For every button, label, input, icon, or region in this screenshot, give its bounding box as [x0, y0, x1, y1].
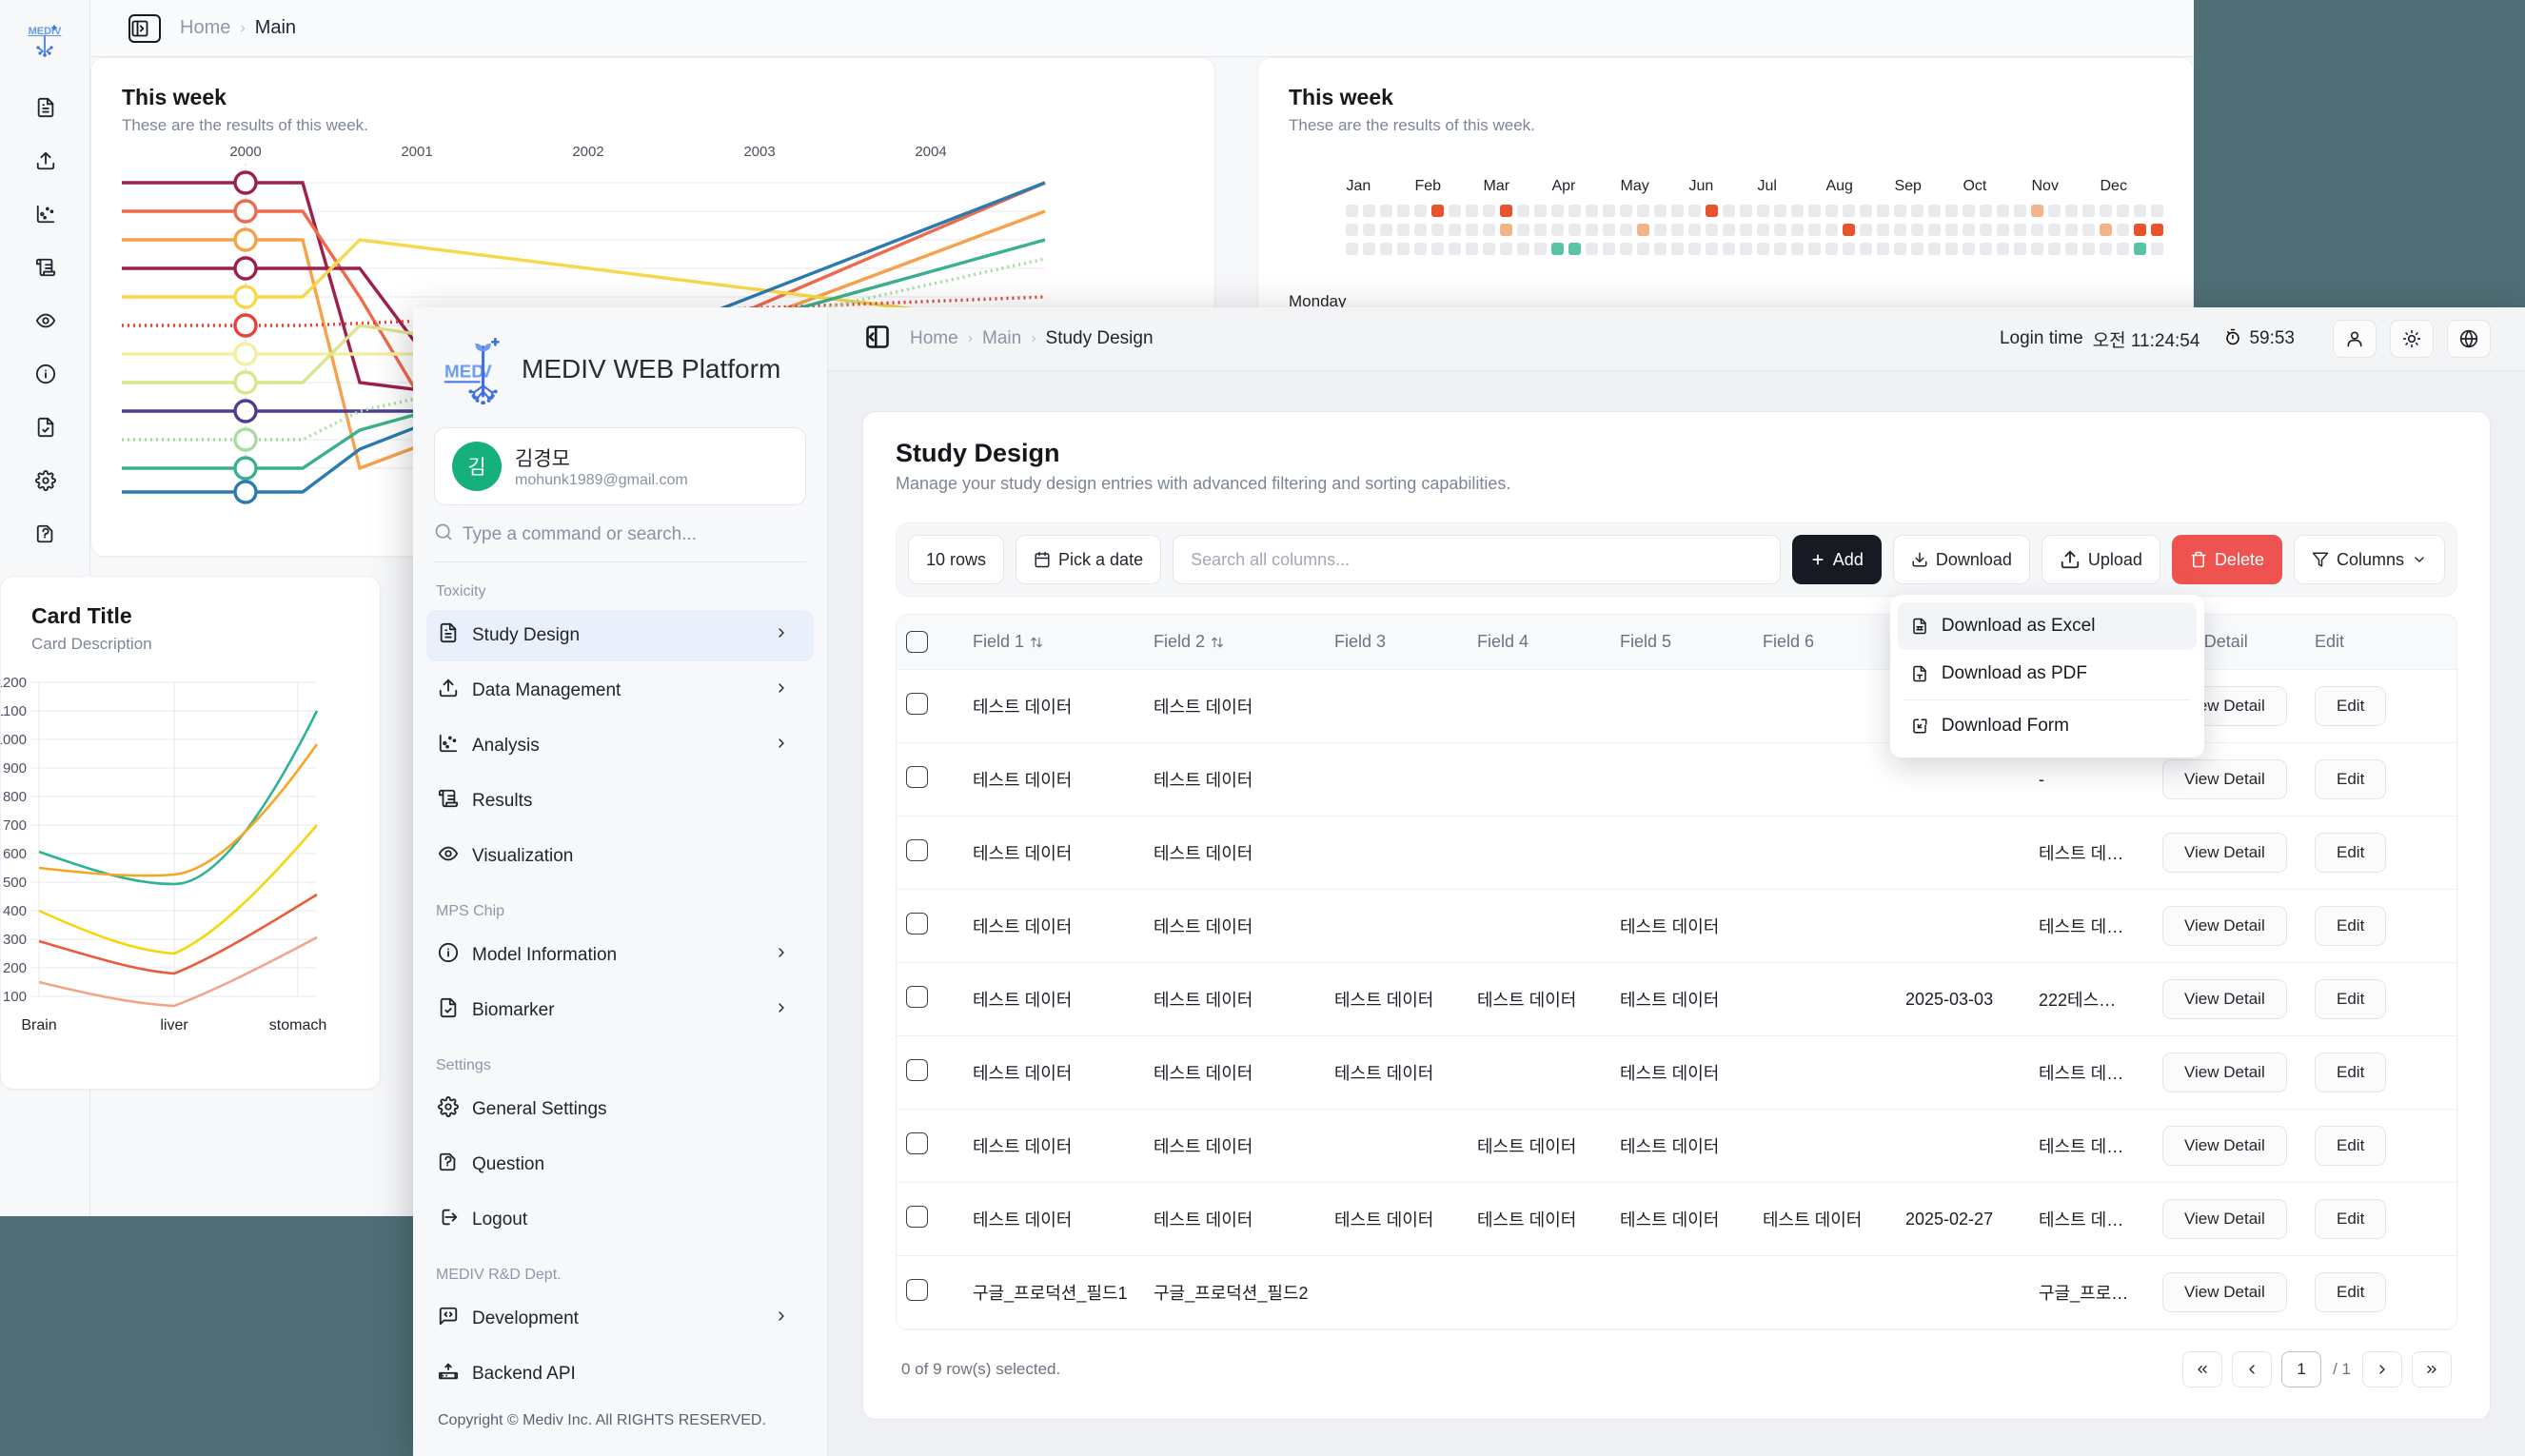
svg-text:2003: 2003 [743, 144, 775, 160]
svg-text:2000: 2000 [229, 144, 261, 160]
svg-text:2004: 2004 [915, 144, 946, 160]
svg-text:1100: 1100 [0, 703, 27, 719]
svg-text:liver: liver [160, 1017, 188, 1033]
svg-text:Brain: Brain [21, 1017, 56, 1033]
svg-text:2001: 2001 [401, 144, 432, 160]
svg-text:400: 400 [3, 903, 27, 919]
svg-text:100: 100 [3, 989, 27, 1005]
svg-text:200: 200 [3, 960, 27, 976]
svg-text:800: 800 [3, 789, 27, 805]
svg-text:700: 700 [3, 817, 27, 834]
svg-text:2002: 2002 [572, 144, 603, 160]
svg-text:500: 500 [3, 875, 27, 891]
svg-text:stomach: stomach [269, 1017, 326, 1033]
svg-text:MED: MED [444, 361, 484, 381]
svg-text:600: 600 [3, 846, 27, 862]
svg-text:300: 300 [3, 932, 27, 948]
svg-text:900: 900 [3, 760, 27, 777]
